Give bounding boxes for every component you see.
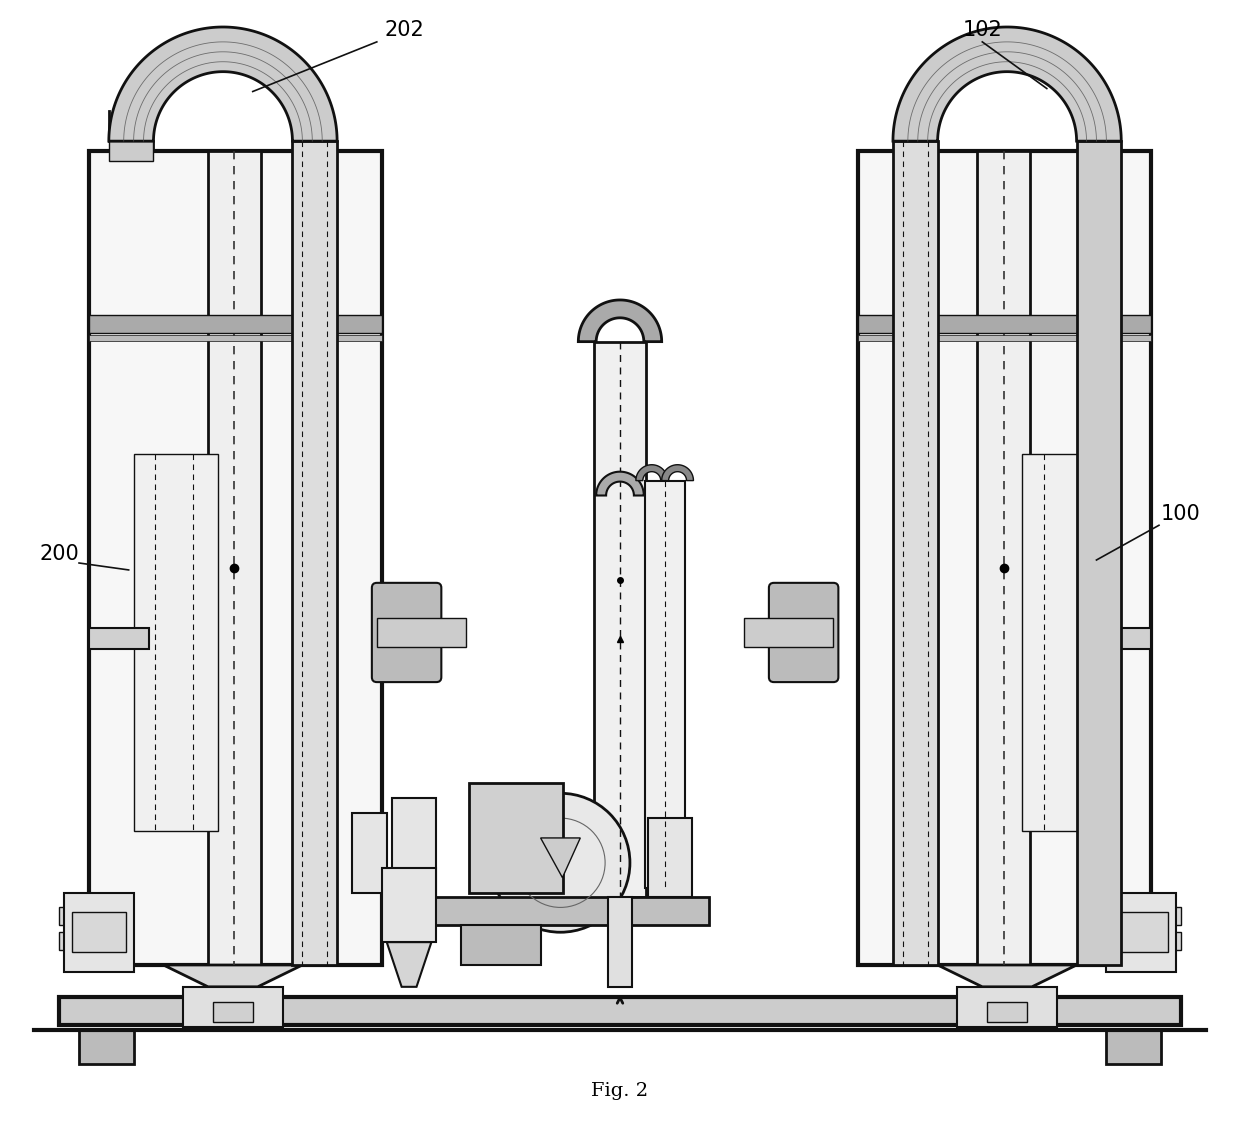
Bar [1076,142,1121,966]
Bar [79,1030,134,1064]
Polygon shape [387,942,432,987]
Polygon shape [596,472,644,496]
Bar [469,783,563,892]
Bar [1091,627,1151,650]
Polygon shape [662,464,693,481]
Bar [213,1001,253,1022]
Bar [89,335,382,341]
Bar [957,987,1056,1026]
Bar [184,987,283,1026]
FancyBboxPatch shape [372,583,441,682]
Bar [208,151,260,966]
Bar [594,342,646,897]
Polygon shape [893,27,1121,142]
Text: 102: 102 [962,20,1002,40]
Bar [60,997,1180,1025]
Bar [858,151,1151,966]
Polygon shape [541,837,580,878]
Bar [72,913,125,952]
Bar [977,151,1030,966]
Bar [89,315,382,333]
Bar [1022,454,1106,831]
Text: 202: 202 [384,20,424,40]
Bar [461,925,541,966]
Bar [89,917,124,940]
Text: Fig. 2: Fig. 2 [591,1082,649,1100]
Bar [858,315,1151,333]
Bar [392,798,436,897]
Bar [134,454,218,831]
Bar [1115,913,1168,952]
Polygon shape [636,464,667,481]
Bar [89,627,149,650]
Bar [377,617,466,647]
Bar [60,932,119,950]
Bar [109,142,154,161]
Bar [422,897,709,925]
Text: 100: 100 [1161,505,1200,524]
Bar [858,335,1151,341]
Bar [608,897,632,987]
Circle shape [491,794,630,932]
Bar [893,142,937,966]
Bar [1121,907,1180,925]
Text: 200: 200 [40,544,79,564]
Polygon shape [109,27,337,142]
Bar [352,813,387,892]
Bar [645,481,684,888]
Bar [647,818,692,897]
Bar [64,892,134,972]
Bar [60,907,119,925]
Bar [293,142,337,966]
Polygon shape [578,300,662,342]
Bar [1121,932,1180,950]
Bar [744,617,833,647]
Polygon shape [937,966,1076,987]
FancyBboxPatch shape [769,583,838,682]
Bar [1106,892,1176,972]
Bar [89,151,382,966]
Bar [1106,917,1151,940]
Bar [382,868,436,942]
Polygon shape [164,966,303,987]
Bar [1106,1030,1161,1064]
Bar [987,1001,1027,1022]
